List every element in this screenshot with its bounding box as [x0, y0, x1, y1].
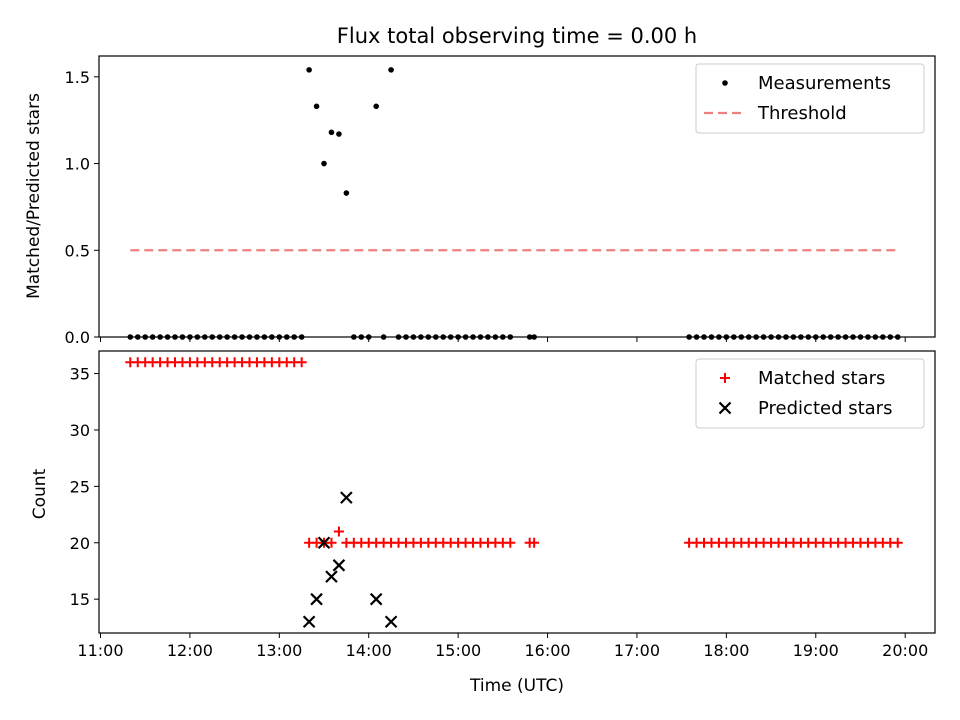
- matched-stars-point: [326, 537, 337, 548]
- top-legend: [695, 63, 925, 134]
- x-axis-label: Time (UTC): [469, 676, 564, 696]
- bottom-y-tick-label: 30: [70, 421, 90, 440]
- measurement-point: [328, 129, 335, 136]
- top-y-tick-label: 1.0: [65, 155, 90, 174]
- top-y-tick-label: 1.5: [65, 68, 90, 87]
- x-tick-label: 20:00: [882, 641, 928, 660]
- matched-stars-point: [529, 537, 540, 548]
- legend-label: Predicted stars: [758, 398, 892, 419]
- measurement-point: [313, 103, 320, 110]
- x-tick-label: 17:00: [614, 641, 660, 660]
- x-tick-label: 11:00: [77, 641, 123, 660]
- measurement-point: [373, 103, 379, 110]
- bottom-legend: [695, 358, 925, 429]
- predicted-stars-point: [325, 570, 338, 583]
- bottom-y-tick-label: 20: [70, 534, 90, 553]
- matched-stars-point: [892, 537, 903, 548]
- x-tick-label: 13:00: [256, 641, 302, 660]
- x-tick-label: 15:00: [435, 641, 481, 660]
- predicted-stars-point: [317, 536, 331, 550]
- chart-title: Flux total observing time = 0.00 h: [337, 24, 697, 48]
- predicted-stars-point: [369, 592, 383, 606]
- measurement-point: [321, 160, 327, 167]
- predicted-stars-point: [302, 615, 316, 628]
- bottom-axes-frame: [98, 350, 936, 634]
- matched-stars-point: [505, 537, 516, 548]
- matched-stars-point: [333, 526, 344, 537]
- legend-predicted-marker: [718, 401, 732, 415]
- bottom-panel: 11:00 12:00 13:00 14:00 15:00 16:00 17:00 18:00…: [70, 350, 936, 660]
- measurement-point: [336, 131, 342, 137]
- legend-measurements-marker: [722, 80, 728, 86]
- legend-label: Threshold: [757, 103, 847, 124]
- top-y-tick-label: 0.5: [65, 241, 90, 260]
- bottom-y-axis-label: Count: [30, 468, 50, 519]
- measurement-point: [388, 67, 394, 73]
- x-tick-label: 19:00: [793, 641, 839, 660]
- predicted-stars-point: [384, 615, 398, 628]
- predicted-stars-point: [332, 559, 346, 572]
- bottom-y-tick-label: 15: [70, 590, 90, 609]
- matched-stars-point: [296, 357, 307, 368]
- legend-matched-marker: [720, 373, 730, 383]
- x-tick-label: 16:00: [524, 641, 570, 660]
- measurement-point: [343, 190, 350, 196]
- x-tick-label: 12:00: [167, 641, 213, 660]
- bottom-y-tick-label: 35: [70, 365, 90, 384]
- legend-label: Matched stars: [758, 368, 885, 389]
- predicted-stars-point: [310, 592, 323, 606]
- bottom-y-tick-label: 25: [70, 477, 90, 496]
- predicted-stars-point: [340, 491, 353, 504]
- top-panel: 0.0 0.5 1.0 1.5 Measurements Threshold: [65, 55, 936, 347]
- top-axes-frame: [98, 55, 936, 338]
- x-tick-label: 14:00: [346, 641, 392, 660]
- top-y-tick-label: 0.0: [65, 328, 90, 347]
- legend-label: Measurements: [758, 73, 891, 94]
- top-y-axis-label: Matched/Predicted stars: [24, 93, 44, 299]
- measurement-point: [306, 67, 312, 73]
- x-tick-label: 18:00: [703, 641, 749, 660]
